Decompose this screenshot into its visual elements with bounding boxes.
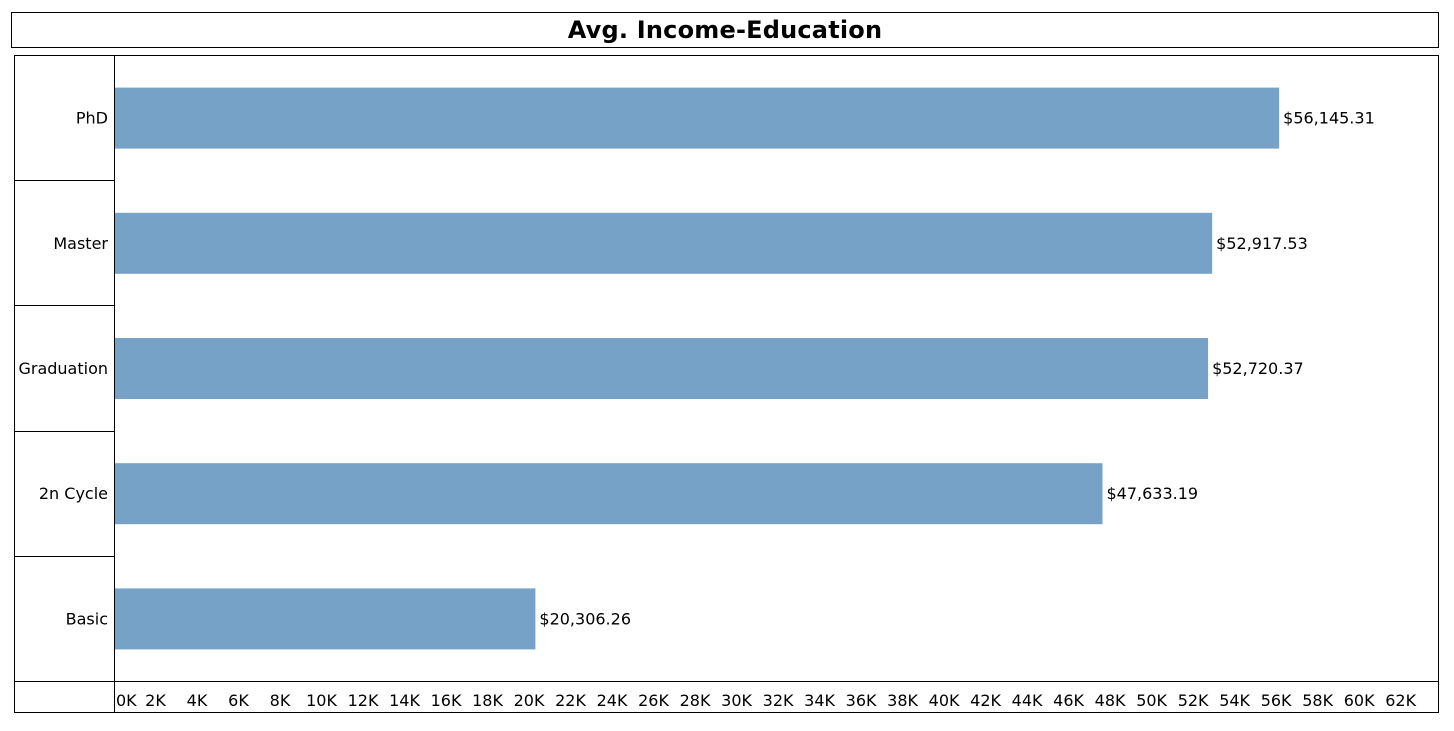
value-label: $47,633.19 xyxy=(1107,484,1199,503)
x-tick-label: 22K xyxy=(555,691,586,710)
x-tick-label: 50K xyxy=(1136,691,1167,710)
x-tick-label: 24K xyxy=(597,691,628,710)
category-label: 2n Cycle xyxy=(39,484,108,503)
x-tick-label: 54K xyxy=(1219,691,1250,710)
bar-2n-cycle[interactable] xyxy=(115,463,1103,525)
value-label: $52,917.53 xyxy=(1216,234,1308,253)
bar-basic[interactable] xyxy=(115,588,536,650)
x-tick-label: 2K xyxy=(145,691,166,710)
x-tick-label: 26K xyxy=(638,691,669,710)
x-tick-label: 20K xyxy=(514,691,545,710)
x-tick-label: 18K xyxy=(472,691,503,710)
x-tick-label: 0K xyxy=(116,691,137,710)
x-tick-label: 58K xyxy=(1302,691,1333,710)
chart-title: Avg. Income-Education xyxy=(567,16,883,44)
value-label: $52,720.37 xyxy=(1212,359,1304,378)
x-tick-label: 46K xyxy=(1053,691,1084,710)
chart-frame xyxy=(14,55,1439,713)
x-tick-label: 60K xyxy=(1344,691,1375,710)
x-tick-label: 56K xyxy=(1261,691,1292,710)
x-tick-label: 36K xyxy=(846,691,877,710)
category-label: Graduation xyxy=(18,359,108,378)
bar-graduation[interactable] xyxy=(115,338,1209,399)
x-tick-label: 44K xyxy=(1012,691,1043,710)
x-tick-label: 14K xyxy=(389,691,420,710)
x-axis-ticks-group: 0K 2K 4K 6K 8K 10K 12K 14K 16K 18K 20K 22K 24K 26K 28K… xyxy=(116,691,1417,710)
bar-phd[interactable] xyxy=(115,87,1280,149)
x-tick-label: 52K xyxy=(1178,691,1209,710)
category-label: PhD xyxy=(76,109,108,128)
x-tick-label: 62K xyxy=(1385,691,1416,710)
value-label: $56,145.31 xyxy=(1283,109,1375,128)
x-tick-label: 38K xyxy=(887,691,918,710)
x-tick-label: 10K xyxy=(306,691,337,710)
category-label: Master xyxy=(53,234,108,253)
bar-master[interactable] xyxy=(115,212,1213,274)
x-tick-label: 12K xyxy=(348,691,379,710)
bars-group xyxy=(115,87,1280,650)
x-tick-label: 40K xyxy=(929,691,960,710)
value-label: $20,306.26 xyxy=(539,609,631,628)
x-tick-label: 8K xyxy=(270,691,291,710)
x-tick-label: 16K xyxy=(431,691,462,710)
category-labels-group: PhD Master Graduation 2n Cycle Basic xyxy=(18,109,108,629)
chart-outer-border xyxy=(14,55,1439,713)
x-tick-label: 34K xyxy=(804,691,835,710)
x-tick-label: 6K xyxy=(228,691,249,710)
value-labels-group: $56,145.31 $52,917.53 $52,720.37 $47,633.19… xyxy=(539,109,1374,629)
x-tick-label: 32K xyxy=(763,691,794,710)
category-label: Basic xyxy=(66,609,108,628)
x-tick-label: 4K xyxy=(187,691,208,710)
x-tick-label: 28K xyxy=(680,691,711,710)
chart-title-box: Avg. Income-Education xyxy=(11,12,1439,48)
x-tick-label: 30K xyxy=(721,691,752,710)
x-tick-label: 48K xyxy=(1095,691,1126,710)
x-tick-label: 42K xyxy=(970,691,1001,710)
